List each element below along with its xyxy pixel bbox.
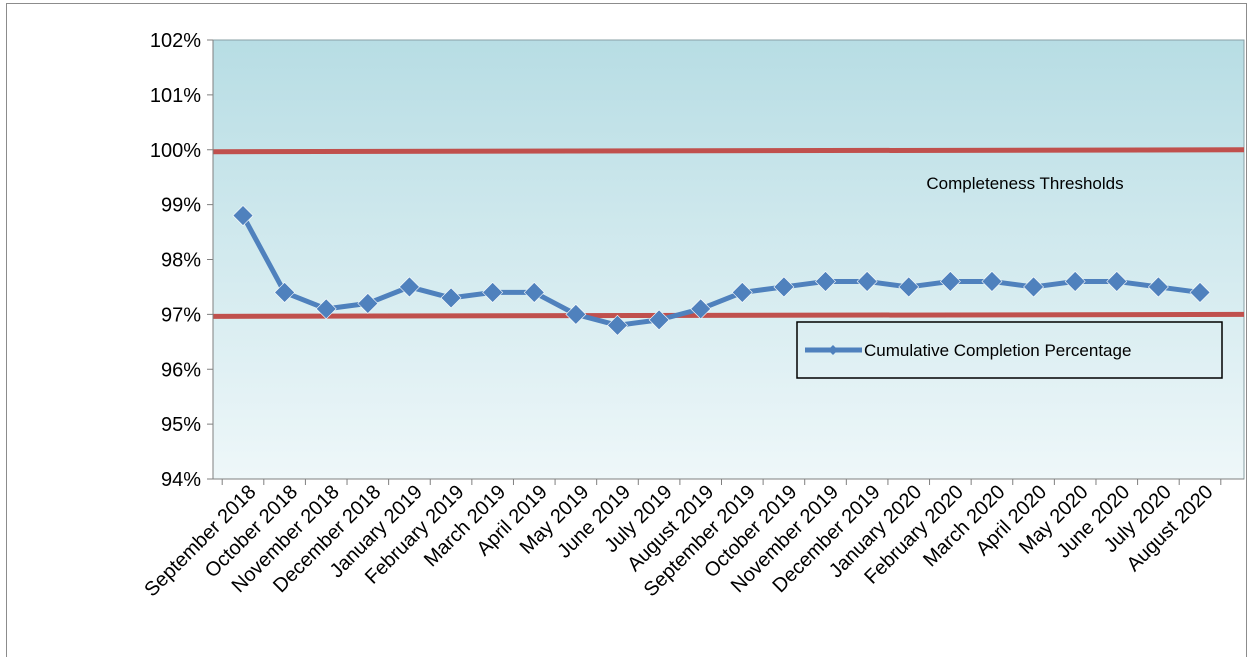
data-point [607, 314, 628, 336]
data-point [1147, 276, 1169, 298]
data-point [856, 271, 878, 292]
data-point [482, 282, 504, 303]
data-point [981, 271, 1003, 292]
plot-area [212, 39, 1245, 480]
legend-box [796, 321, 1223, 379]
data-point [690, 298, 712, 320]
data-point [773, 276, 795, 298]
y-tick-label: 97% [161, 304, 201, 326]
legend-label: Cumulative Completion Percentage [864, 341, 1131, 360]
data-point [1064, 271, 1086, 292]
y-tick-label: 102% [150, 30, 201, 52]
threshold-annotation: Completeness Thresholds [926, 174, 1123, 193]
data-point [1106, 271, 1128, 292]
data-point [399, 276, 420, 298]
data-point [232, 205, 254, 227]
threshold-line-lower [212, 311, 1245, 319]
chart-frame [6, 3, 1247, 657]
y-tick-label: 101% [150, 85, 201, 107]
threshold-line-upper [212, 147, 1245, 155]
y-tick-label: 100% [150, 140, 201, 162]
data-point [523, 282, 545, 303]
data-point [648, 309, 670, 331]
y-tick-label: 96% [161, 359, 201, 381]
data-point [815, 271, 836, 292]
data-point [731, 282, 753, 303]
y-tick-label: 98% [161, 250, 201, 272]
data-point [440, 287, 462, 309]
data-point [565, 303, 587, 325]
data-point [939, 271, 961, 292]
data-point [274, 282, 296, 303]
data-point [315, 298, 337, 320]
y-tick-label: 95% [161, 414, 201, 436]
data-point [898, 276, 920, 298]
y-tick-label: 94% [161, 469, 201, 491]
legend-marker [828, 345, 838, 355]
data-point [1189, 282, 1211, 303]
y-tick-label: 99% [161, 195, 201, 217]
data-point [1023, 276, 1044, 298]
data-point [357, 292, 379, 314]
